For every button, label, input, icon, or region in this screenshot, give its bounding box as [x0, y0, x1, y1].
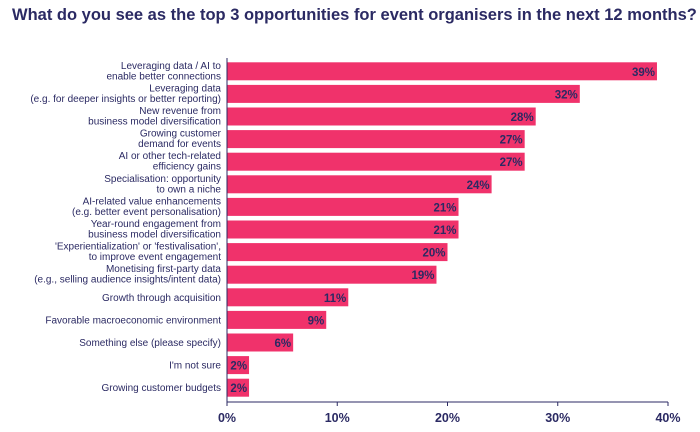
- category-label: Favorable macroeconomic environment: [45, 315, 221, 326]
- category-label-line: New revenue from: [139, 106, 221, 117]
- chart-title: What do you see as the top 3 opportuniti…: [12, 6, 697, 24]
- value-label: 27%: [500, 157, 523, 169]
- category-label: Leveraging data (e.g. for deeper insights…: [30, 83, 221, 105]
- bar: [227, 265, 437, 284]
- category-label-line: Year-round engagement from: [91, 219, 221, 230]
- value-label: 20%: [422, 248, 445, 260]
- category-label-line: Growing customer: [140, 129, 222, 140]
- category-label-line: Favorable macroeconomic environment: [45, 315, 221, 326]
- category-label-line: business model diversification: [88, 230, 221, 241]
- category-label-line: business model diversification: [88, 117, 221, 128]
- value-label: 32%: [555, 89, 578, 101]
- bar: [227, 378, 250, 397]
- category-label-line: Leveraging data: [149, 83, 221, 94]
- category-label: I'm not sure: [169, 361, 221, 372]
- category-label-line: (e.g., selling audience insights/intent …: [34, 275, 221, 286]
- category-label: Leveraging data / AI to enable better con…: [106, 61, 221, 83]
- value-label: 39%: [632, 67, 655, 79]
- category-label-line: efficiency gains: [153, 162, 221, 173]
- category-label-line: Specialisation: opportunity: [104, 174, 221, 185]
- bar: [227, 243, 448, 262]
- category-label-line: AI-related value enhancements: [83, 196, 221, 207]
- value-label: 6%: [275, 338, 292, 350]
- bar: [227, 197, 459, 216]
- category-label-line: to own a niche: [157, 184, 222, 195]
- category-label-line: Growth through acquisition: [102, 293, 221, 304]
- bar: [227, 152, 525, 171]
- bar: [227, 288, 349, 307]
- value-label: 27%: [500, 135, 523, 147]
- category-label: Monetising first-party data (e.g., sellin…: [34, 264, 221, 286]
- category-label-line: (e.g. for deeper insights or better repo…: [30, 94, 221, 105]
- bar: [227, 356, 250, 375]
- value-label: 28%: [511, 112, 534, 124]
- category-label-line: demand for events: [138, 139, 221, 150]
- category-label: Growth through acquisition: [102, 293, 221, 304]
- bar: [227, 220, 459, 239]
- x-tick-label: 0%: [218, 411, 236, 425]
- category-label: New revenue from business model diversifi…: [88, 106, 221, 128]
- category-label-line: I'm not sure: [169, 361, 221, 372]
- bar: [227, 175, 492, 194]
- bar: [227, 62, 657, 81]
- category-label: 'Experientialization' or 'festivalisatio…: [55, 242, 221, 264]
- value-label: 11%: [324, 293, 346, 305]
- value-label: 2%: [230, 361, 247, 373]
- category-label: Growing customer demand for events: [138, 129, 221, 151]
- category-label-line: AI or other tech-related: [119, 151, 221, 162]
- category-label-line: 'Experientialization' or 'festivalisatio…: [55, 242, 221, 253]
- bar: [227, 310, 327, 329]
- value-label: 9%: [308, 315, 325, 327]
- x-tick-label: 30%: [545, 411, 570, 425]
- category-label-line: to improve event engagement: [89, 252, 222, 263]
- category-label-line: Growing customer budgets: [101, 383, 221, 394]
- bar: [227, 84, 580, 103]
- bar: [227, 130, 525, 149]
- category-label: Something else (please specify): [79, 338, 221, 349]
- category-label: Growing customer budgets: [101, 383, 221, 394]
- x-tick-label: 10%: [325, 411, 350, 425]
- value-label: 24%: [467, 180, 490, 192]
- value-label: 21%: [433, 202, 456, 214]
- category-label-line: Something else (please specify): [79, 338, 221, 349]
- bar: [227, 107, 536, 126]
- value-label: 21%: [433, 225, 456, 237]
- category-label: AI or other tech-related efficiency gains: [119, 151, 221, 173]
- category-label: Specialisation: opportunity to own a nich…: [104, 174, 221, 196]
- category-label-line: enable better connections: [106, 71, 221, 82]
- category-label: Year-round engagement from business model…: [88, 219, 221, 241]
- category-label-line: (e.g. better event personalisation): [72, 207, 221, 218]
- category-label: AI-related value enhancements (e.g. bette…: [72, 196, 221, 218]
- value-label: 2%: [230, 383, 247, 395]
- category-label-line: Leveraging data / AI to: [121, 61, 222, 72]
- value-label: 19%: [411, 270, 434, 282]
- bar: [227, 333, 294, 352]
- x-tick-label: 40%: [655, 411, 680, 425]
- x-tick-label: 20%: [435, 411, 460, 425]
- category-label-line: Monetising first-party data: [106, 264, 221, 275]
